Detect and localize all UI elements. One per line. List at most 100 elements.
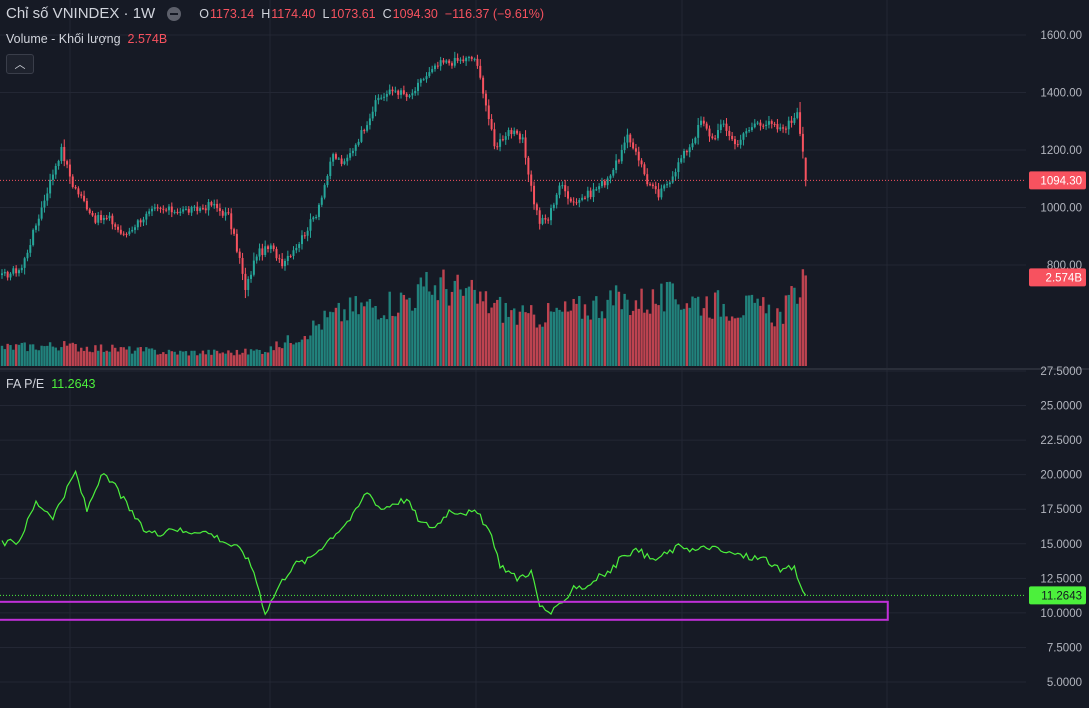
candle-body — [329, 161, 332, 177]
volume-bar — [252, 350, 256, 366]
candle-body — [484, 93, 487, 106]
candle-body — [583, 197, 586, 199]
volume-bar — [388, 291, 391, 366]
volume-bar — [263, 351, 267, 366]
candle-body — [770, 121, 773, 124]
candle-body — [765, 124, 768, 126]
volume-bar — [136, 347, 140, 366]
y-axis-tick-label: 17.5000 — [1040, 504, 1082, 516]
volume-bar — [91, 352, 94, 366]
candle-body — [756, 122, 759, 124]
volume-bar — [541, 326, 544, 366]
candle-body — [57, 160, 60, 166]
candle-body — [787, 120, 790, 130]
candle-body — [150, 208, 153, 212]
candle-body — [12, 268, 15, 274]
candle-body — [753, 123, 756, 128]
candle-body — [117, 226, 120, 230]
candle-body — [555, 194, 558, 205]
volume-bar — [295, 342, 298, 366]
candle-body — [793, 117, 796, 123]
candle-body — [762, 125, 765, 127]
price-axis[interactable]: 800.001000.001200.001400.001600.005.0000… — [1040, 30, 1082, 689]
candle-body — [759, 122, 762, 126]
volume-bar — [80, 347, 83, 366]
volume-bar — [343, 309, 346, 366]
candle-body — [244, 273, 247, 290]
candle-body — [1, 273, 3, 276]
candle-body — [476, 58, 479, 66]
volume-bar — [102, 351, 106, 366]
candle-body — [677, 162, 680, 173]
candle-body — [513, 130, 516, 135]
volume-bar — [413, 307, 417, 366]
y-axis-tick-label: 25.0000 — [1040, 401, 1082, 413]
candle-body — [258, 248, 261, 257]
volume-bar — [498, 296, 502, 366]
candle-body — [649, 184, 652, 186]
collapse-legend-button[interactable]: ︿ — [6, 54, 34, 74]
last-volume-label-bg — [1029, 268, 1086, 287]
volume-legend[interactable]: Volume - Khối lượng 2.574B — [6, 32, 167, 46]
volume-bar — [473, 289, 476, 366]
candle-body — [235, 233, 238, 252]
volume-bar — [439, 277, 442, 366]
volume-bar — [589, 319, 592, 366]
candle-body — [666, 184, 669, 186]
main-legend: Chỉ số VNINDEX · 1W O1173.14 H1174.40 L1… — [6, 5, 544, 22]
candle-body — [100, 214, 103, 221]
candle-body — [349, 153, 352, 158]
candle-body — [351, 150, 354, 154]
candle-body — [482, 77, 485, 94]
volume-bar — [719, 316, 723, 366]
candle-body — [37, 218, 40, 226]
volume-bar — [114, 347, 117, 366]
candle-body — [26, 252, 29, 259]
volume-bar — [430, 294, 434, 366]
candle-body — [615, 160, 618, 170]
candle-body — [134, 227, 137, 230]
pe-line — [1, 469, 807, 616]
volume-bar — [753, 302, 756, 366]
candle-body — [657, 189, 660, 198]
y-axis-tick-label: 15.0000 — [1040, 539, 1082, 551]
candle-body — [128, 231, 131, 235]
volume-bar — [309, 335, 312, 366]
volume-bar — [71, 342, 74, 366]
candle-body — [131, 229, 134, 232]
candle-body — [470, 57, 473, 59]
volume-bar — [513, 308, 516, 366]
volume-bar — [111, 344, 114, 366]
volume-bar — [272, 350, 275, 366]
candle-body — [193, 206, 196, 208]
candle-body — [417, 82, 420, 91]
candle-body — [499, 139, 502, 147]
volume-bar — [405, 299, 408, 366]
volume-bar — [530, 305, 533, 366]
candle-body — [190, 207, 193, 213]
ohlc-open: O1173.14 — [199, 6, 255, 21]
volume-bar — [0, 345, 4, 366]
hide-series-icon[interactable] — [167, 6, 182, 21]
volume-bar — [563, 301, 567, 366]
volume-bar — [119, 347, 123, 366]
volume-bar — [238, 354, 241, 366]
volume-bar — [643, 312, 646, 366]
symbol-title[interactable]: Chỉ số VNINDEX · 1W — [6, 5, 156, 22]
volume-bar — [40, 345, 43, 366]
volume-bar — [365, 301, 369, 366]
candle-body — [184, 208, 187, 210]
candle-body — [535, 204, 538, 211]
pe-legend[interactable]: FA P/E 11.2643 — [6, 377, 95, 391]
volume-bar — [348, 297, 352, 366]
candle-body — [145, 213, 148, 220]
volume-bar — [408, 297, 411, 366]
candle-body — [165, 209, 168, 211]
volume-bar — [561, 311, 564, 366]
volume-bar — [739, 317, 742, 366]
volume-bar — [258, 349, 261, 366]
volume-bar — [382, 315, 386, 366]
candle-body — [700, 120, 703, 125]
